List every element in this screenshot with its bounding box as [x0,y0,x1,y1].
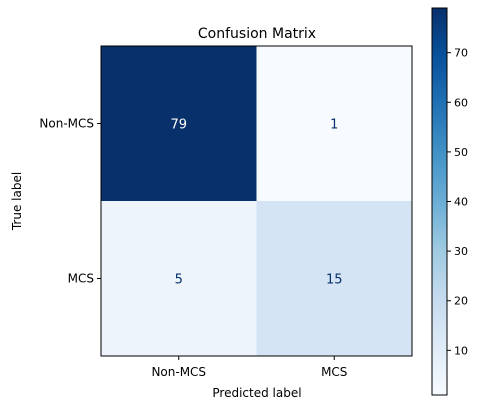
x-axis-ticks: Non-MCS MCS [151,356,347,379]
y-tick-label: MCS [68,272,94,286]
heatmap-cell [101,46,257,201]
colorbar-tick-label: 50 [454,146,468,159]
heatmap-cells [101,46,412,356]
x-tick-label: MCS [321,365,347,379]
colorbar [431,7,448,396]
colorbar-tick-label: 70 [454,47,468,60]
colorbar-tick-label: 10 [454,344,468,357]
cell-value-label: 1 [330,118,338,133]
y-axis-ticks: Non-MCS MCS [39,117,101,286]
cell-value-label: 5 [175,273,183,288]
colorbar-ticks: 10 20 30 40 50 60 70 [447,47,468,357]
y-tick-label: Non-MCS [39,117,94,131]
x-tick-label: Non-MCS [151,365,206,379]
x-axis-label: Predicted label [212,386,301,400]
cell-value-label: 79 [170,118,187,133]
chart-title: Confusion Matrix [198,26,316,42]
colorbar-tick-label: 60 [454,96,468,109]
cell-value-labels: 79 15 15 [170,118,342,288]
plot-frame [100,45,413,357]
heatmap-cell [256,201,412,356]
heatmap-cell [101,201,257,356]
colorbar-tick-label: 20 [454,295,468,308]
colorbar-tick-label: 30 [454,245,468,258]
cell-value-label: 15 [326,273,343,288]
heatmap-cell [256,46,412,201]
y-axis-label: True label [10,172,24,231]
colorbar-tick-label: 40 [454,196,468,209]
